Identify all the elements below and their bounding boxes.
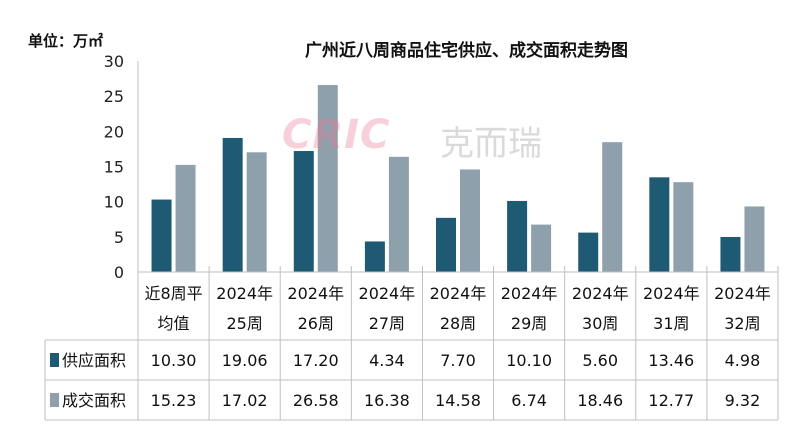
data-label-supply-6: 5.60 [582, 351, 618, 370]
data-label-transaction-3: 16.38 [364, 391, 410, 410]
bar-transaction-8 [744, 206, 765, 272]
data-label-transaction-0: 15.23 [151, 391, 197, 410]
category-label-8-1: 32周 [724, 314, 760, 333]
category-label-8-0: 2024年 [714, 284, 771, 303]
bar-supply-7 [649, 177, 670, 272]
bar-transaction-3 [388, 156, 409, 272]
data-label-supply-4: 7.70 [440, 351, 476, 370]
data-label-supply-5: 10.10 [506, 351, 552, 370]
bar-supply-4 [436, 217, 456, 272]
bar-transaction-0 [175, 164, 196, 272]
legend-label-transaction: 成交面积 [62, 391, 126, 410]
legend-swatch-transaction [50, 393, 59, 407]
category-label-2-1: 26周 [298, 314, 334, 333]
bar-supply-8 [720, 236, 741, 272]
legend-label-supply: 供应面积 [62, 351, 126, 370]
y-tick-label-1: 5 [114, 228, 124, 247]
data-label-transaction-7: 12.77 [648, 391, 694, 410]
bar-transaction-2 [317, 85, 338, 272]
bar-transaction-7 [673, 182, 694, 272]
bar-transaction-1 [246, 152, 267, 272]
data-label-supply-2: 17.20 [293, 351, 339, 370]
bar-supply-0 [151, 199, 172, 272]
y-tick-label-4: 20 [104, 122, 124, 141]
bar-supply-3 [364, 241, 385, 272]
category-label-7-0: 2024年 [643, 284, 700, 303]
data-label-transaction-1: 17.02 [222, 391, 268, 410]
category-label-6-1: 30周 [582, 314, 618, 333]
legend-swatch-supply [50, 353, 59, 367]
category-label-2-0: 2024年 [287, 284, 344, 303]
watermark-logo: CRIC [282, 112, 391, 158]
chart-title: 广州近八周商品住宅供应、成交面积走势图 [305, 41, 628, 61]
y-tick-label-3: 15 [104, 158, 124, 177]
bar-supply-6 [578, 232, 599, 272]
y-tick-label-5: 25 [104, 87, 124, 106]
bar-supply-1 [222, 137, 243, 272]
unit-label: 单位：万㎡ [28, 32, 104, 50]
category-label-1-0: 2024年 [216, 284, 273, 303]
data-label-transaction-8: 9.32 [725, 391, 761, 410]
bar-transaction-5 [531, 224, 552, 272]
bar-transaction-4 [460, 169, 480, 272]
data-label-transaction-6: 18.46 [577, 391, 623, 410]
watermark-text: 克而瑞 [440, 124, 542, 164]
data-label-transaction-5: 6.74 [511, 391, 547, 410]
category-label-0-0: 近8周平 [144, 284, 202, 303]
category-label-0-1: 均值 [158, 314, 190, 333]
data-label-supply-3: 4.34 [369, 351, 405, 370]
data-label-transaction-2: 26.58 [293, 391, 339, 410]
y-tick-label-2: 10 [104, 193, 124, 212]
category-label-7-1: 31周 [653, 314, 689, 333]
bar-supply-2 [293, 151, 314, 272]
category-label-3-1: 27周 [369, 314, 405, 333]
category-label-4-0: 2024年 [430, 284, 487, 303]
data-label-supply-7: 13.46 [648, 351, 694, 370]
data-label-transaction-4: 14.58 [435, 391, 481, 410]
bar-supply-5 [507, 200, 528, 272]
category-label-5-0: 2024年 [501, 284, 558, 303]
category-label-4-1: 28周 [440, 314, 476, 333]
data-label-supply-1: 19.06 [222, 351, 268, 370]
bar-transaction-6 [602, 142, 623, 272]
category-label-3-0: 2024年 [359, 284, 416, 303]
data-label-supply-8: 4.98 [725, 351, 761, 370]
category-label-1-1: 25周 [226, 314, 262, 333]
y-tick-label-0: 0 [114, 263, 124, 282]
data-label-supply-0: 10.30 [151, 351, 197, 370]
y-tick-label-6: 30 [104, 52, 124, 71]
category-label-5-1: 29周 [511, 314, 547, 333]
category-label-6-0: 2024年 [572, 284, 629, 303]
